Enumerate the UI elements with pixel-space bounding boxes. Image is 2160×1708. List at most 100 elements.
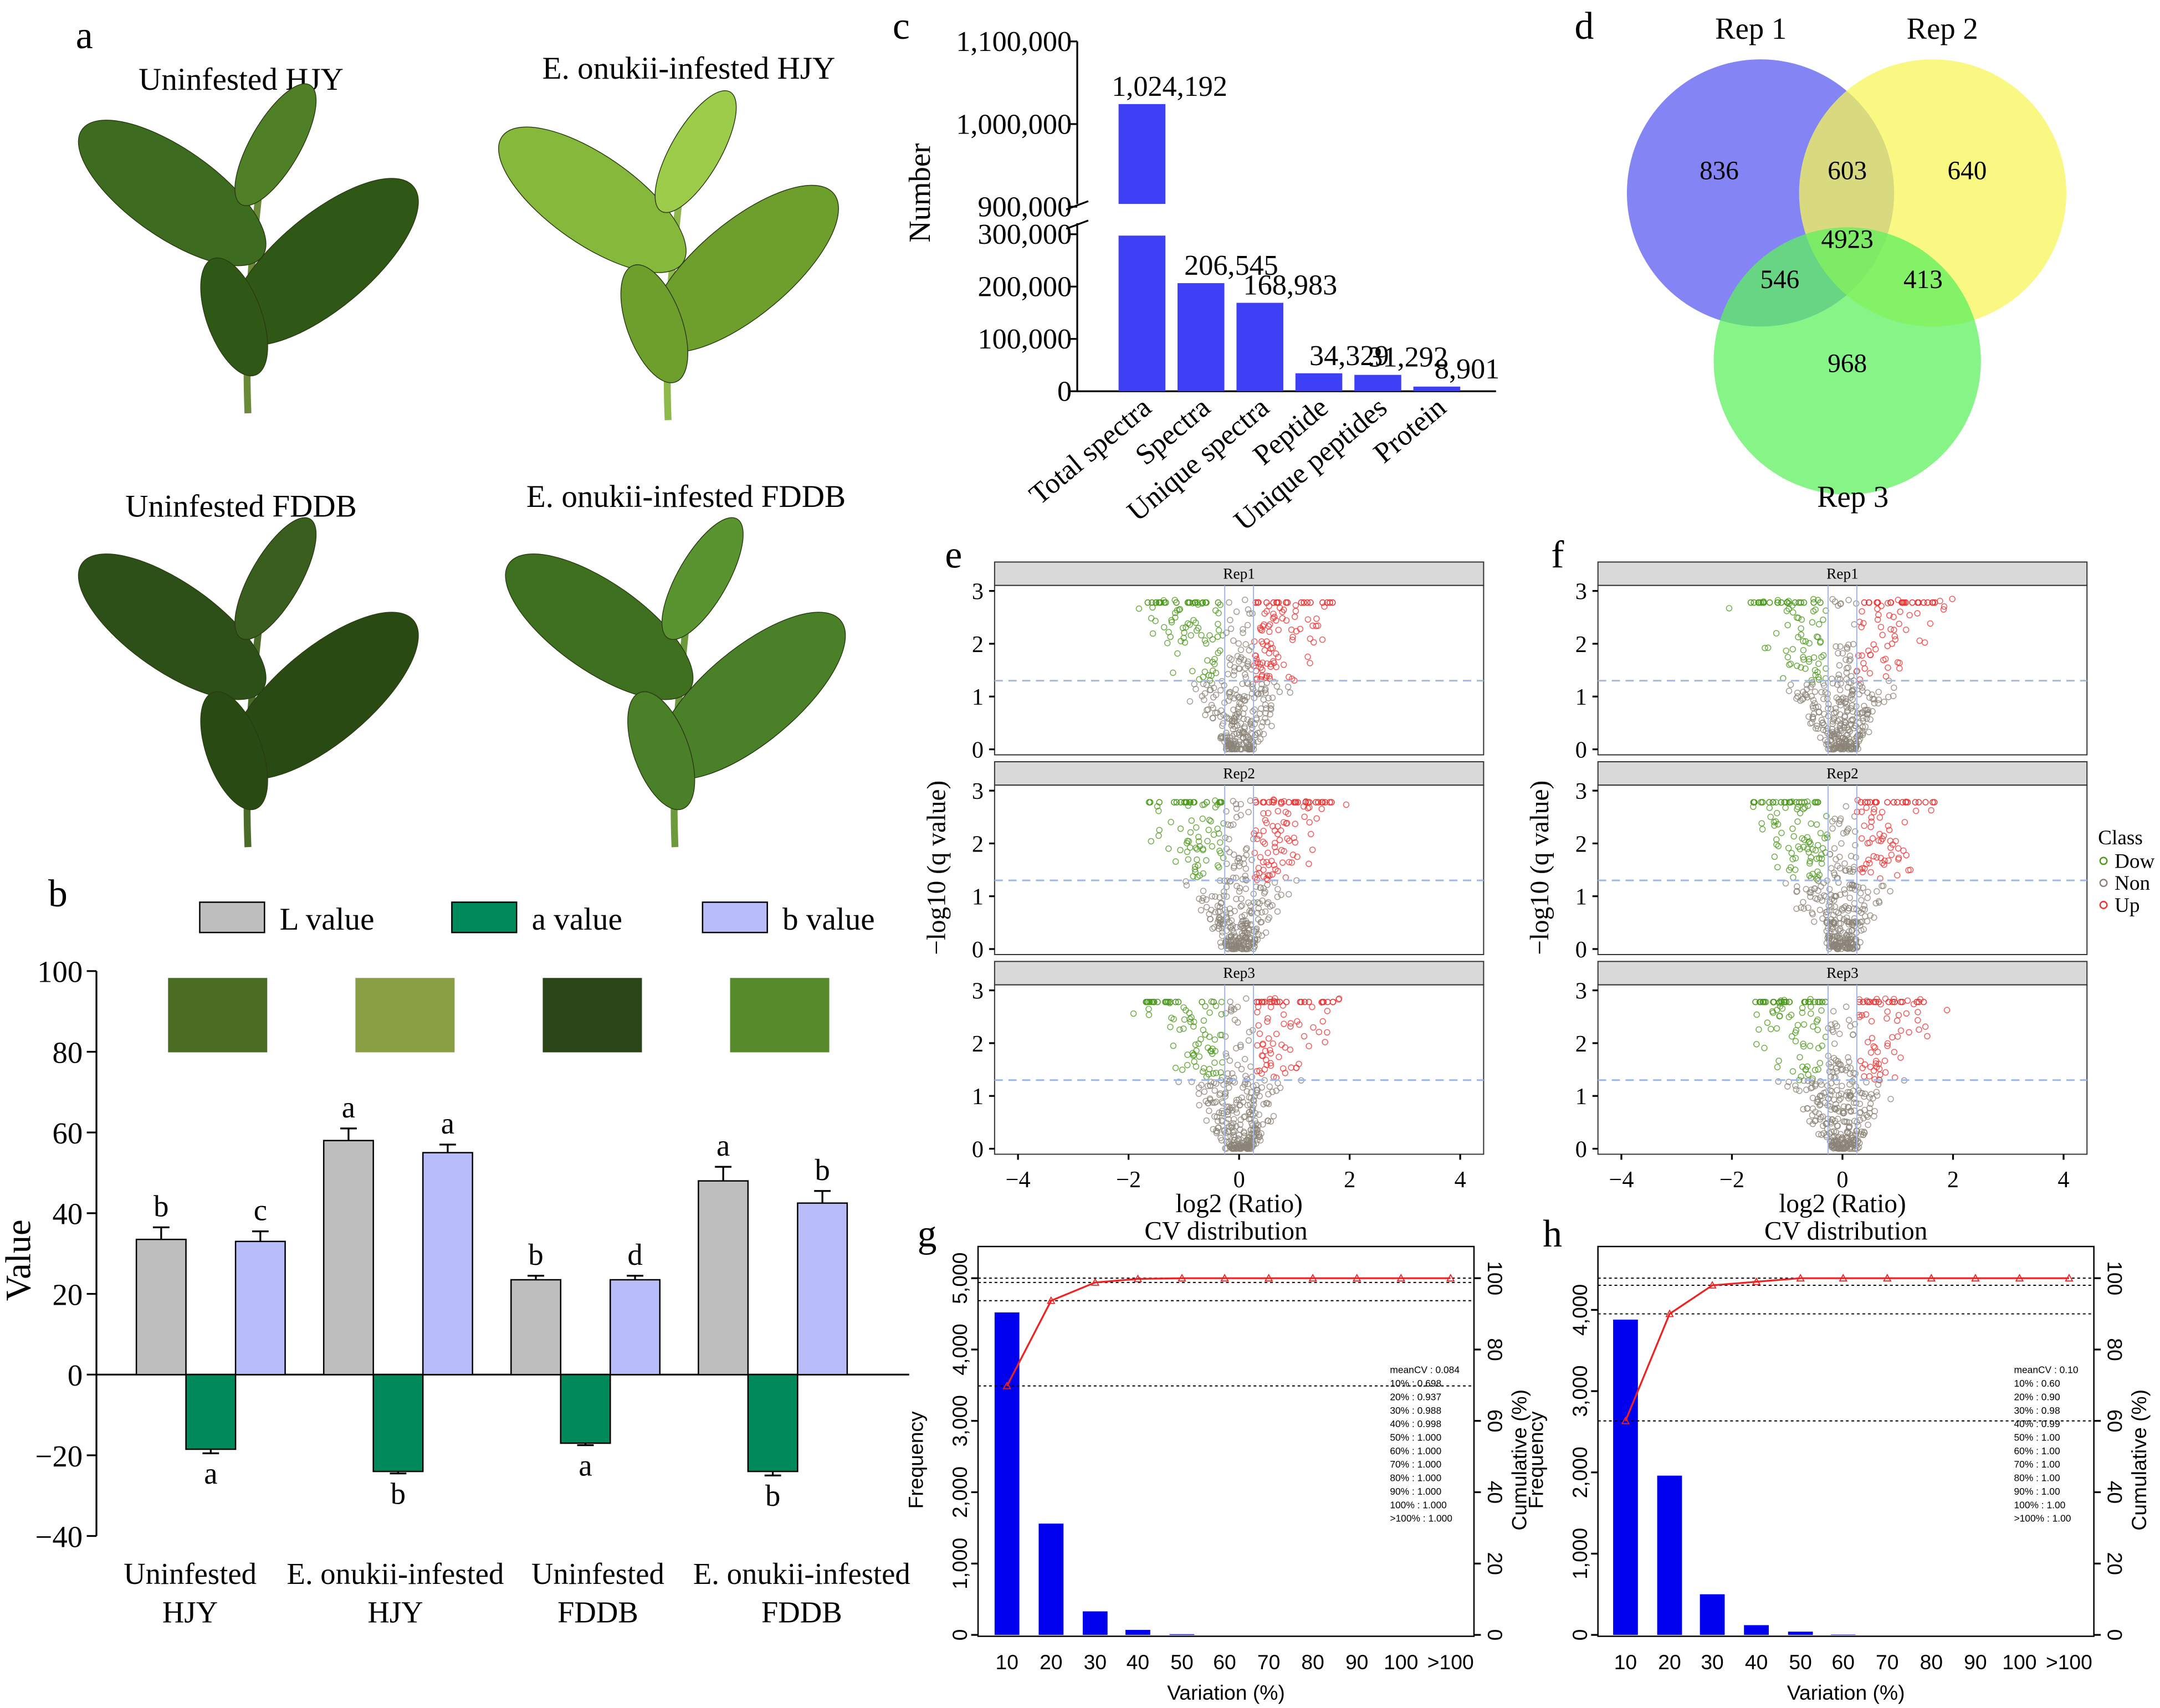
point-down: [1810, 596, 1817, 603]
y-tick-label: −20: [35, 1439, 83, 1473]
cv-stat: >100% : 1.00: [2014, 1513, 2071, 1524]
point-up: [1900, 847, 1907, 854]
point-down: [1192, 1042, 1199, 1048]
point-non: [1227, 617, 1233, 623]
point-down: [1192, 1063, 1200, 1070]
point-non: [1241, 1081, 1248, 1088]
point-up: [1922, 1023, 1929, 1030]
point-non: [1849, 882, 1855, 889]
point-non: [1237, 720, 1245, 727]
point-down: [1784, 622, 1791, 629]
point-up: [1892, 636, 1899, 643]
point-non: [1231, 852, 1237, 858]
significance-letter: b: [153, 1189, 168, 1223]
point-non: [1837, 720, 1844, 727]
venn-set-label: Rep 1: [1715, 12, 1787, 45]
point-non: [1844, 914, 1850, 921]
leaf-caption: E. onukii-infested FDDB: [526, 479, 846, 514]
point-down: [1789, 1068, 1796, 1075]
point-up: [1265, 1035, 1272, 1042]
point-down: [1206, 632, 1213, 639]
point-up: [1267, 1062, 1274, 1069]
cv-stat: 10% : 0.698: [1390, 1378, 1441, 1389]
point-non: [1859, 1129, 1865, 1135]
point-up: [1266, 799, 1272, 806]
point-non: [1805, 713, 1812, 720]
point-non: [1826, 1103, 1833, 1110]
cumulative-point: [1264, 1274, 1273, 1282]
point-down: [1787, 799, 1794, 806]
y-tick-label: 100: [37, 955, 83, 989]
y2-tick-label: 0: [2103, 1629, 2127, 1641]
point-down: [1798, 631, 1805, 638]
x-tick-label: 20: [1040, 1650, 1062, 1674]
point-non: [1263, 719, 1271, 726]
point-non: [1811, 688, 1819, 695]
point-down: [1815, 998, 1821, 1006]
point-down: [1795, 843, 1801, 850]
x-tick-label: 4: [2057, 1167, 2069, 1193]
point-up: [1287, 1020, 1294, 1027]
point-non: [1248, 856, 1255, 863]
point-non: [1236, 854, 1242, 861]
point-non: [1826, 850, 1833, 858]
venn-circle-3: [1713, 227, 1981, 495]
point-up: [1897, 998, 1904, 1006]
point-non: [1257, 884, 1264, 891]
point-up: [1874, 854, 1880, 861]
point-down: [1191, 599, 1198, 606]
category-label: Uninfested: [531, 1557, 664, 1591]
point-non: [1196, 1102, 1202, 1109]
point-up: [1897, 1027, 1905, 1034]
point-non: [1242, 876, 1249, 883]
point-non: [1818, 1131, 1825, 1138]
point-up: [1924, 1033, 1931, 1040]
point-non: [1821, 682, 1828, 689]
point-down: [1215, 620, 1221, 628]
point-up: [1260, 859, 1267, 865]
point-non: [1221, 682, 1227, 689]
point-up: [1891, 1049, 1898, 1055]
point-non: [1854, 714, 1861, 720]
bar: [747, 1373, 799, 1473]
point-non: [1887, 1096, 1894, 1102]
point-non: [1236, 665, 1243, 672]
point-non: [1846, 1017, 1852, 1023]
point-non: [1276, 689, 1283, 695]
point-non: [1836, 853, 1843, 860]
color-swatch: [355, 978, 455, 1053]
point-up: [1266, 998, 1273, 1006]
point-down: [1176, 606, 1184, 613]
point-down: [1209, 667, 1216, 674]
point-down: [1808, 1010, 1814, 1017]
point-non: [1839, 650, 1846, 656]
point-down: [1774, 809, 1780, 817]
y-tick-label: 3: [1575, 579, 1587, 605]
y-tick-label: 900,000: [977, 191, 1072, 223]
point-non: [1278, 891, 1284, 898]
point-non: [1820, 726, 1827, 734]
y-tick-label: 0: [1575, 937, 1587, 963]
point-down: [1760, 599, 1767, 606]
point-non: [1219, 1100, 1226, 1106]
significance-letter: a: [716, 1129, 730, 1162]
panel-label-a: a: [76, 14, 93, 57]
point-non: [1861, 1106, 1868, 1114]
point-non: [1830, 1055, 1837, 1061]
point-non: [1809, 911, 1816, 917]
point-non: [1243, 694, 1251, 701]
point-non: [1239, 728, 1246, 735]
point-up: [1857, 799, 1864, 806]
point-up: [1319, 636, 1326, 643]
point-up: [1282, 809, 1289, 815]
facet-label: Rep3: [1826, 965, 1859, 981]
point-non: [1841, 743, 1848, 750]
point-down: [1753, 1011, 1760, 1018]
point-down: [1802, 665, 1809, 672]
point-up: [1912, 799, 1919, 806]
point-non: [1809, 714, 1816, 720]
point-down: [1800, 1040, 1806, 1047]
point-down: [1183, 1007, 1189, 1014]
point-non: [1800, 905, 1808, 912]
point-non: [1837, 680, 1844, 687]
